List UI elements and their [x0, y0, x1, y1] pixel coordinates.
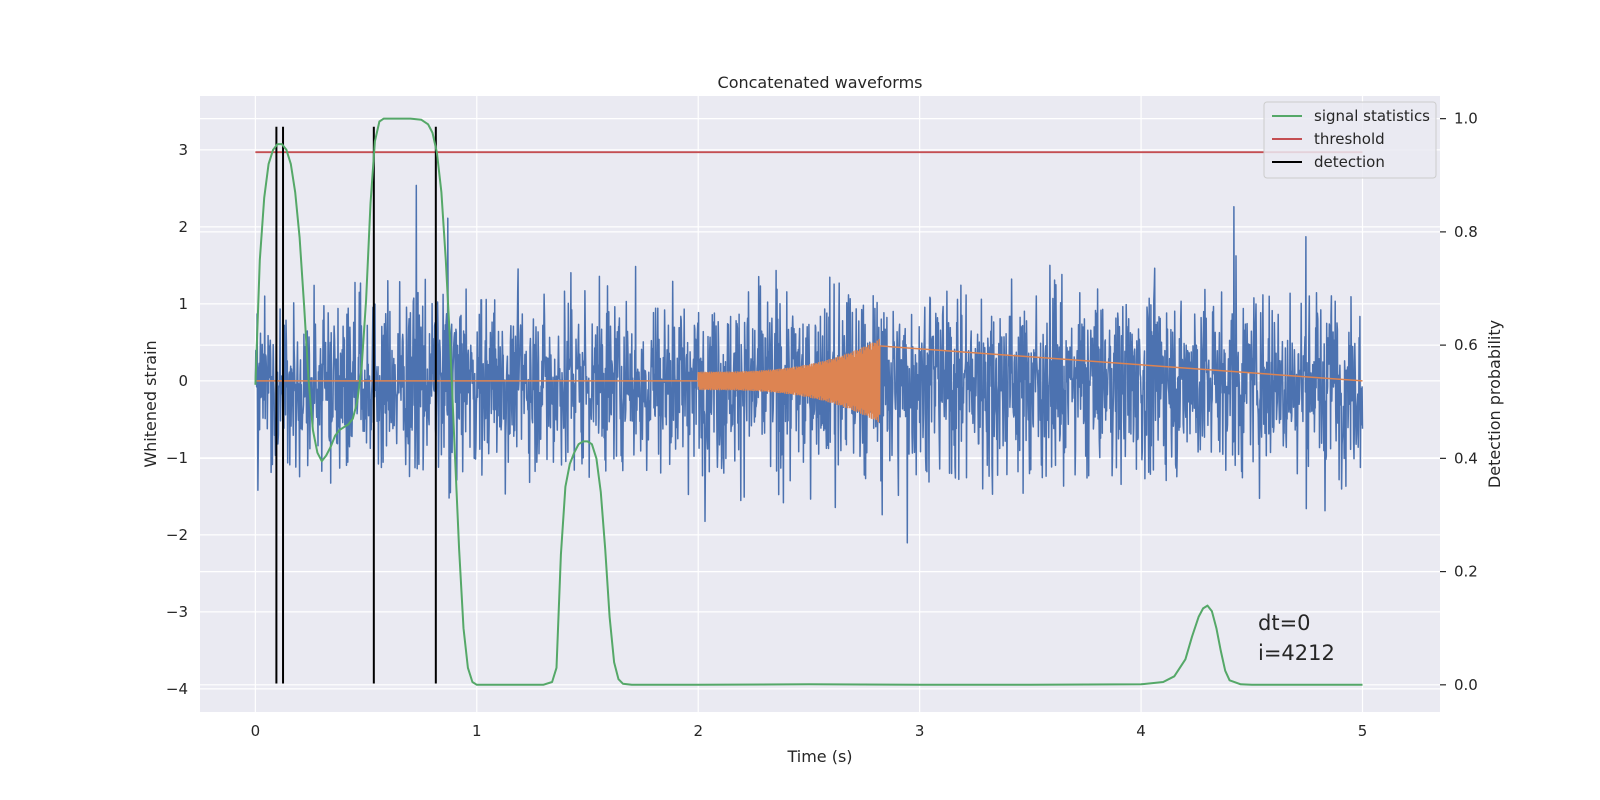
x-axis-label: Time (s)	[786, 747, 852, 766]
annotation-index: i=4212	[1258, 641, 1335, 665]
right-y-tick-label: 0.8	[1454, 223, 1478, 241]
x-tick-label: 0	[251, 722, 261, 740]
y-tick-label: −1	[166, 449, 188, 467]
x-tick-label: 2	[693, 722, 703, 740]
y-tick-label: 2	[178, 218, 188, 236]
y-tick-label: 1	[178, 295, 188, 313]
x-tick-label: 5	[1358, 722, 1368, 740]
y-tick-label: −3	[166, 603, 188, 621]
signal-statistics-series	[254, 117, 1363, 686]
y-tick-label: −2	[166, 526, 188, 544]
y-tick-label: 0	[178, 372, 188, 390]
y-axis-ticks: −4 −3 −2 −1 0 1 2 3	[166, 141, 188, 698]
x-axis-ticks: 0 1 2 3 4 5	[251, 722, 1368, 740]
right-y-axis-ticks: 0.0 0.2 0.4 0.6 0.8 1.0	[1440, 110, 1478, 694]
right-y-tick-label: 1.0	[1454, 110, 1478, 128]
y-tick-label: 3	[178, 141, 188, 159]
x-tick-label: 3	[915, 722, 925, 740]
legend-label-threshold: threshold	[1314, 130, 1385, 148]
injected-waveform-series	[255, 338, 1363, 423]
x-tick-label: 1	[472, 722, 482, 740]
right-y-axis-label: Detection probability	[1485, 320, 1504, 488]
grid	[200, 96, 1440, 712]
right-y-tick-label: 0.0	[1454, 676, 1478, 694]
x-tick-label: 4	[1136, 722, 1146, 740]
detection-series	[275, 126, 437, 684]
right-y-tick-label: 0.6	[1454, 336, 1478, 354]
legend-label-detection: detection	[1314, 153, 1385, 171]
chart-title: Concatenated waveforms	[718, 73, 923, 92]
y-axis-label: Whitened strain	[141, 340, 160, 467]
legend: signal statistics threshold detection	[1263, 101, 1437, 179]
y-tick-label: −4	[166, 680, 188, 698]
annotation-dt: dt=0	[1258, 611, 1311, 635]
right-y-tick-label: 0.4	[1454, 449, 1478, 467]
whitened-strain-series	[254, 184, 1364, 544]
legend-label-signal-statistics: signal statistics	[1314, 107, 1430, 125]
legend-box	[1263, 101, 1437, 179]
strain-line	[254, 184, 1364, 544]
injection-line	[255, 338, 1363, 423]
signal-statistics-line	[254, 117, 1363, 686]
right-y-tick-label: 0.2	[1454, 563, 1478, 581]
